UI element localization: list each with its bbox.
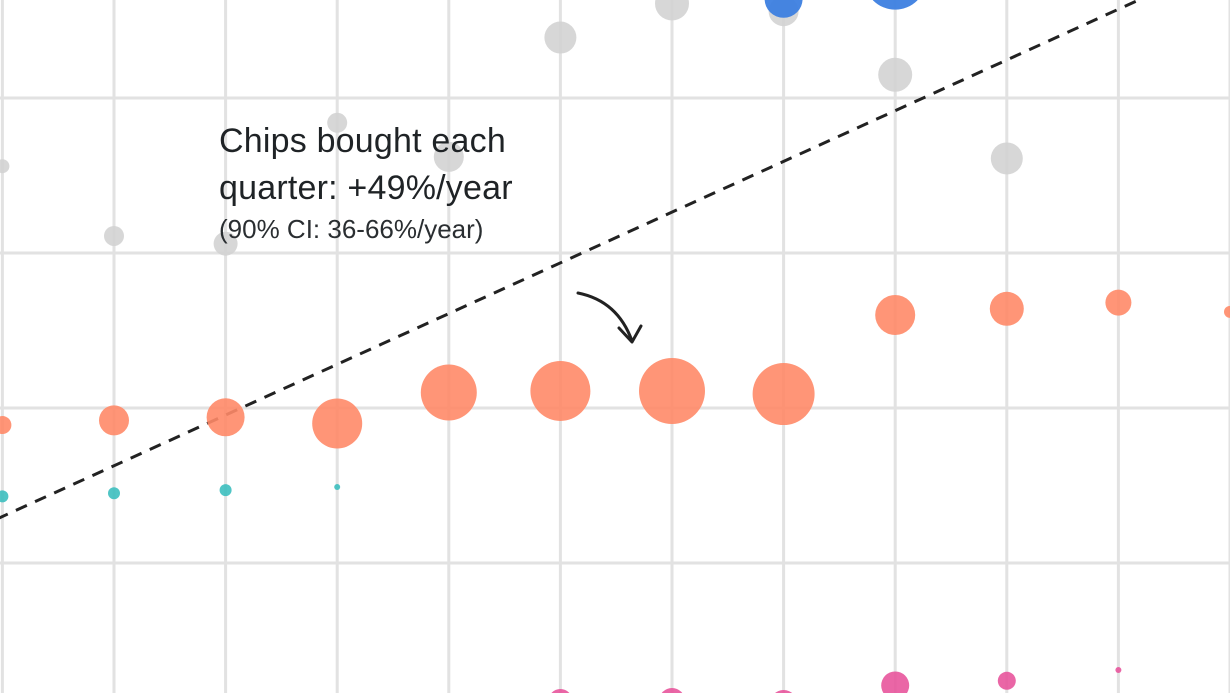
data-point bbox=[433, 141, 464, 172]
data-point bbox=[530, 360, 591, 421]
data-point bbox=[639, 357, 705, 424]
data-point bbox=[312, 398, 363, 449]
data-point bbox=[0, 490, 9, 503]
data-point bbox=[327, 112, 348, 133]
data-point bbox=[99, 405, 129, 436]
data-point bbox=[764, 0, 803, 18]
data-point bbox=[334, 484, 341, 491]
data-point bbox=[108, 487, 120, 500]
annotation-arrowhead-icon bbox=[617, 324, 643, 344]
data-point bbox=[213, 231, 238, 256]
data-point bbox=[752, 363, 815, 426]
data-point bbox=[775, 690, 793, 693]
data-point bbox=[990, 142, 1023, 175]
trend-line bbox=[0, 0, 1143, 520]
data-point bbox=[551, 688, 570, 693]
data-point bbox=[1224, 305, 1230, 318]
data-point bbox=[0, 416, 12, 435]
data-point bbox=[544, 21, 577, 54]
series-6 bbox=[0, 484, 341, 503]
annotation-arrow-group bbox=[576, 291, 643, 344]
data-point bbox=[104, 225, 124, 246]
data-point bbox=[1105, 289, 1132, 316]
data-point bbox=[878, 57, 913, 92]
annotation-confidence-interval: (90% CI: 36-66%/year) bbox=[219, 214, 484, 244]
data-point bbox=[1115, 666, 1122, 673]
data-point bbox=[875, 295, 916, 335]
data-point bbox=[206, 398, 245, 437]
data-point bbox=[219, 484, 232, 497]
data-point bbox=[989, 291, 1024, 326]
data-point bbox=[872, 0, 918, 10]
series-5 bbox=[0, 289, 1230, 449]
data-point bbox=[661, 687, 683, 693]
series-7 bbox=[551, 666, 1122, 693]
annotation-title-line-1: Chips bought each bbox=[219, 122, 506, 160]
data-point bbox=[655, 0, 689, 21]
series-3 bbox=[0, 0, 1023, 256]
trend-line-group bbox=[0, 0, 1143, 520]
data-point bbox=[420, 364, 477, 421]
annotation-text: Chips bought each quarter: +49%/year (90… bbox=[219, 118, 513, 246]
annotation-arrow-icon bbox=[576, 291, 634, 343]
data-point bbox=[0, 159, 10, 174]
annotation-title-line-2: quarter: +49%/year bbox=[219, 169, 513, 207]
series-4 bbox=[764, 0, 918, 18]
data-point bbox=[881, 671, 910, 693]
data-point bbox=[997, 671, 1016, 690]
